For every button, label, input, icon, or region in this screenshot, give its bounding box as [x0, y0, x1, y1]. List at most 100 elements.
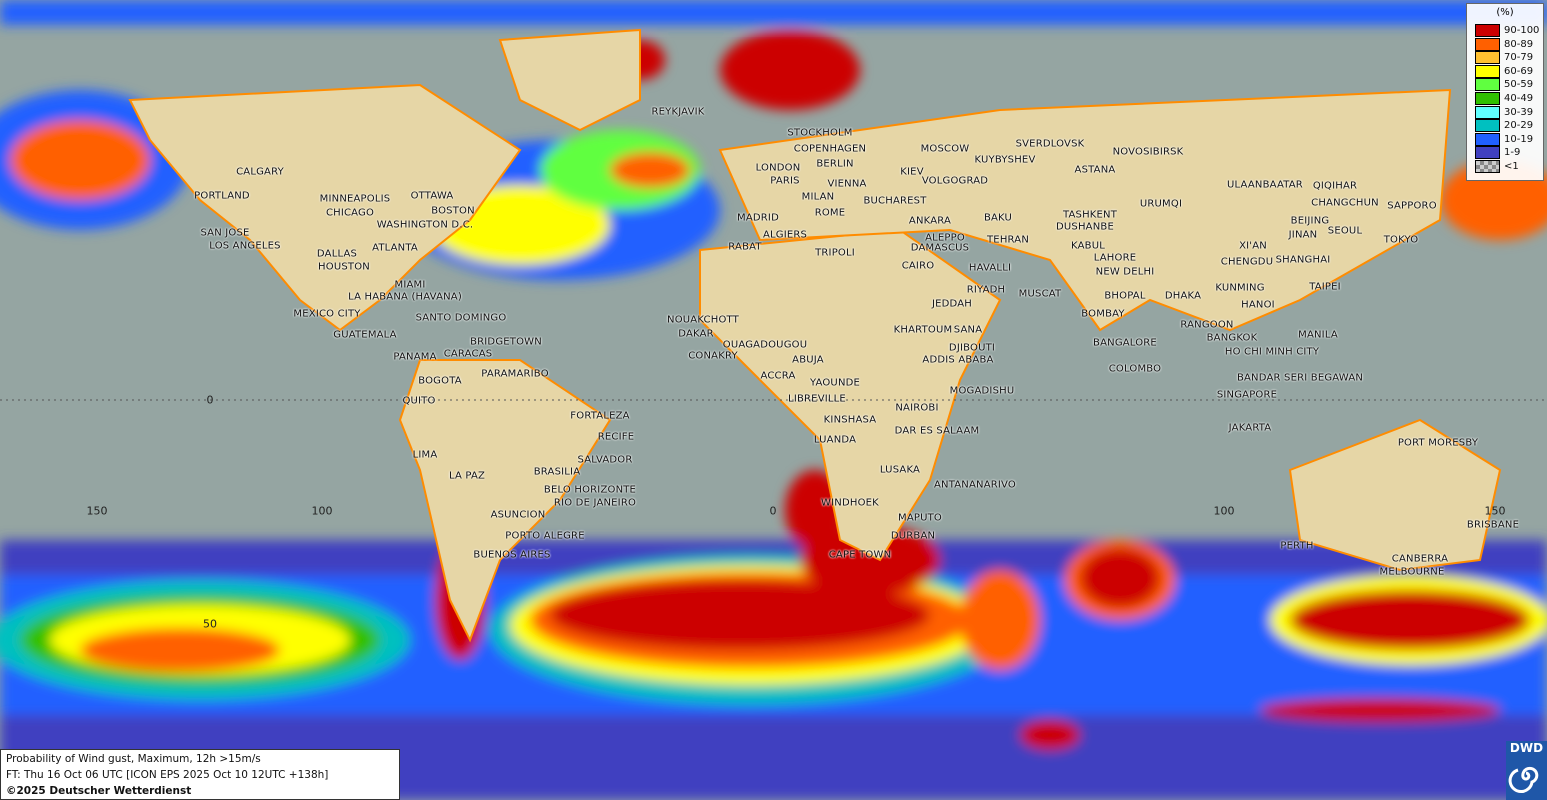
- city-label: RECIFE: [597, 431, 635, 443]
- city-label: BRIDGETOWN: [470, 336, 542, 348]
- city-label: BHOPAL: [1104, 290, 1146, 302]
- city-label: CHICAGO: [325, 207, 375, 219]
- city-label: LA HABANA (HAVANA): [348, 291, 462, 303]
- grid-label-lat: 50: [203, 617, 217, 631]
- city-label: BELO HORIZONTE: [543, 484, 637, 496]
- city-label: ROME: [814, 207, 846, 219]
- city-label: BRISBANE: [1466, 519, 1520, 531]
- city-label: VIENNA: [827, 178, 867, 190]
- city-label: DUSHANBE: [1056, 221, 1114, 233]
- city-label: RIO DE JANEIRO: [553, 497, 637, 509]
- city-label: BOSTON: [431, 205, 475, 217]
- logo-text: DWD: [1509, 741, 1544, 755]
- legend-label: 90-100: [1504, 25, 1540, 36]
- legend-swatch: [1475, 132, 1500, 146]
- legend-item: 50-59: [1475, 78, 1534, 92]
- city-label: TASHKENT: [1062, 209, 1118, 221]
- city-label: LONDON: [755, 162, 801, 174]
- legend-label: 80-89: [1504, 38, 1534, 50]
- caption-box: Probability of Wind gust, Maximum, 12h >…: [0, 749, 400, 800]
- city-label: DAKAR: [678, 328, 714, 340]
- city-label: MINNEAPOLIS: [319, 193, 391, 205]
- legend-swatch: [1475, 51, 1500, 65]
- city-label: PERTH: [1280, 540, 1314, 552]
- city-label: XI'AN: [1239, 240, 1267, 252]
- legend-item: 70-79: [1475, 51, 1534, 65]
- land-masses: [128, 28, 1502, 643]
- city-label: SVERDLOVSK: [1015, 138, 1085, 150]
- city-label: LIBREVILLE: [788, 393, 846, 405]
- map-title: Probability of Wind gust, Maximum, 12h >…: [6, 753, 261, 765]
- city-label: VOLGOGRAD: [921, 175, 989, 187]
- city-label: HANOI: [1241, 299, 1275, 311]
- city-label: YAOUNDE: [809, 377, 861, 389]
- city-label: CAIRO: [901, 260, 935, 272]
- city-label: QUITO: [402, 395, 436, 407]
- legend-swatch: [1475, 160, 1500, 173]
- city-label: LAHORE: [1093, 252, 1137, 264]
- grid-label-lon: 100: [311, 504, 333, 518]
- city-label: ACCRA: [760, 370, 796, 382]
- city-label: WINDHOEK: [821, 497, 879, 509]
- city-label: ASTANA: [1074, 164, 1116, 176]
- city-label: NOUAKCHOTT: [667, 314, 739, 326]
- city-label: CALGARY: [236, 166, 284, 178]
- legend-item: 60-69: [1475, 64, 1534, 78]
- forecast-time: FT: Thu 16 Oct 06 UTC [ICON EPS 2025 Oct…: [6, 769, 329, 781]
- city-label: BEIJING: [1290, 215, 1330, 227]
- city-label: SAPPORO: [1387, 200, 1437, 212]
- city-label: SANA: [953, 324, 983, 336]
- legend-label: 60-69: [1504, 65, 1534, 77]
- city-label: ABUJA: [792, 354, 824, 366]
- copyright: ©2025 Deutscher Wetterdienst: [6, 785, 192, 797]
- city-label: RABAT: [728, 241, 762, 253]
- city-label: KABUL: [1071, 240, 1105, 252]
- city-label: WASHINGTON D.C.: [376, 219, 474, 231]
- legend-swatch: [1475, 146, 1500, 160]
- city-label: KINSHASA: [823, 414, 877, 426]
- legend-swatch: [1475, 24, 1500, 37]
- city-label: MAPUTO: [898, 512, 942, 524]
- city-label: QIQIHAR: [1312, 180, 1358, 192]
- city-label: BOGOTA: [418, 375, 462, 387]
- city-label: RANGOON: [1180, 319, 1234, 331]
- city-label: FORTALEZA: [570, 410, 630, 422]
- city-label: MOGADISHU: [949, 385, 1015, 397]
- city-label: LIMA: [412, 449, 438, 461]
- legend-label: 50-59: [1504, 79, 1534, 91]
- legend-swatch: [1475, 92, 1500, 105]
- city-label: DALLAS: [316, 248, 358, 260]
- city-label: ANTANANARIVO: [934, 479, 1016, 491]
- city-label: PANAMA: [393, 351, 437, 363]
- city-label: KHARTOUM: [893, 324, 953, 336]
- city-label: BUCHAREST: [863, 195, 927, 207]
- city-label: JEDDAH: [931, 298, 973, 310]
- legend-label: 1-9: [1504, 147, 1521, 159]
- city-label: KIEV: [900, 166, 924, 178]
- city-label: ALEPPO: [925, 232, 965, 244]
- legend-swatch: [1475, 119, 1500, 133]
- city-label: DAR ES SALAAM: [894, 425, 980, 437]
- city-label: SALVADOR: [577, 454, 633, 466]
- grid-label-lon: 0: [769, 504, 777, 518]
- city-label: CARACAS: [443, 348, 493, 360]
- dwd-logo: DWD: [1506, 741, 1547, 800]
- legend-label: 70-79: [1504, 52, 1534, 64]
- city-label: BUENOS AIRES: [473, 549, 551, 561]
- city-label: DHAKA: [1164, 290, 1202, 302]
- city-label: PARAMARIBO: [481, 368, 549, 380]
- legend-swatch: [1475, 78, 1500, 92]
- legend-swatch: [1475, 64, 1500, 78]
- city-label: LUSAKA: [879, 464, 921, 476]
- legend-item: 80-89: [1475, 37, 1534, 51]
- city-label: LA PAZ: [448, 470, 486, 482]
- city-label: LOS ANGELES: [209, 240, 281, 252]
- city-label: TRIPOLI: [815, 247, 855, 259]
- city-label: MIAMI: [394, 279, 426, 291]
- city-label: SANTO DOMINGO: [415, 312, 507, 324]
- city-label: DJIBOUTI: [948, 342, 996, 354]
- city-label: MADRID: [737, 212, 779, 224]
- city-label: DURBAN: [890, 530, 936, 542]
